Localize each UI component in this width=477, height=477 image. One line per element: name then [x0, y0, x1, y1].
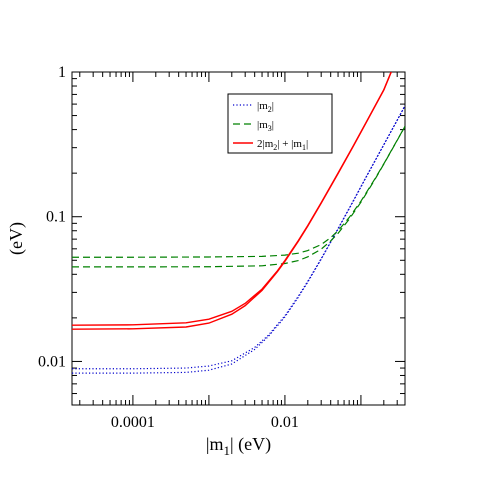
series-line-3-2	[72, 72, 392, 330]
x-axis-title-suffix: | (eV)	[230, 434, 271, 455]
legend-label: 2|m2| + |m1|	[257, 138, 308, 152]
legend-label: |m2|	[257, 100, 274, 114]
series-layer	[72, 72, 405, 374]
y-tick-label: 1	[58, 64, 66, 81]
series-line-2-2	[72, 126, 405, 268]
y-axis-title: (eV)	[6, 222, 27, 255]
x-axis-title-main: |m	[206, 434, 224, 454]
y-tick-label: 0.1	[46, 209, 66, 226]
series-line-1-1	[72, 105, 405, 370]
legend: |m2| |m3| 2|m2| + |m1|	[227, 93, 333, 154]
x-axis-ticks: 0.0001 0.01	[79, 72, 398, 431]
x-axis-title-sub: 1	[224, 443, 231, 458]
plot-frame	[71, 71, 406, 406]
x-tick-label: 0.01	[271, 414, 299, 431]
series-line-2-1	[72, 125, 405, 258]
legend-label: |m3|	[257, 119, 274, 133]
y-tick-label: 0.01	[38, 353, 66, 370]
y-axis-ticks: 0.01 0.1 1	[38, 64, 405, 406]
series-line-1-2	[72, 105, 405, 374]
x-tick-label: 0.0001	[111, 414, 155, 431]
x-axis-title: |m1| (eV)	[206, 434, 271, 458]
